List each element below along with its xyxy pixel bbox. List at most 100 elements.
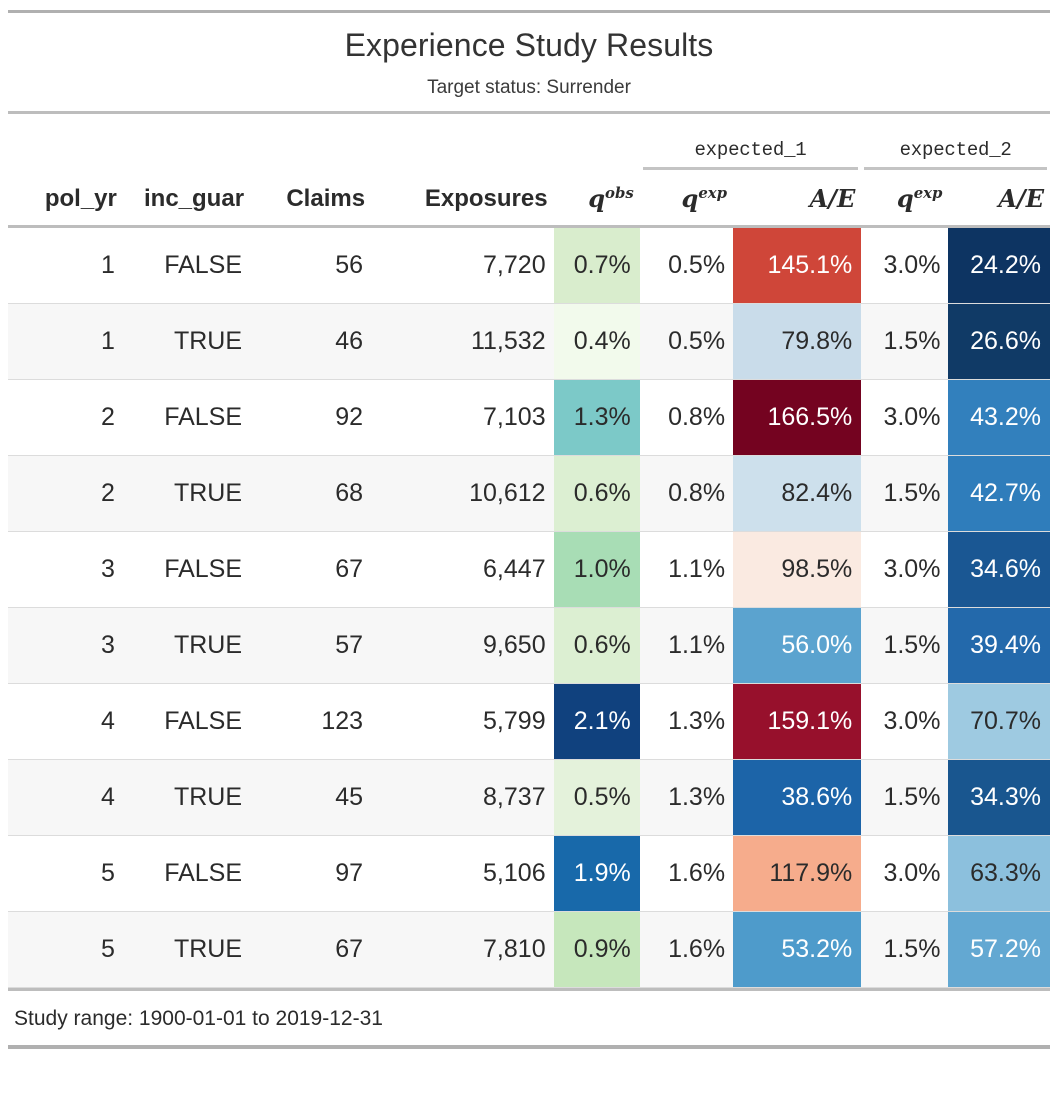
cell-claims: 56 <box>335 251 364 280</box>
column-header-rule <box>8 224 1050 228</box>
column-header-rule-cell <box>8 224 1050 228</box>
cell-inc-guar: FALSE <box>164 707 243 736</box>
cell-q-exp-1: 0.8% <box>668 403 726 432</box>
cell-q-obs: 0.4% <box>553 303 640 381</box>
cell-q-exp-2: 1.5% <box>861 911 949 989</box>
column-header-inc-guar[interactable]: inc_guar <box>144 184 245 212</box>
spanner-empty <box>8 114 640 170</box>
cell-pol-yr: 3 <box>8 607 123 685</box>
q-exp-1-sup: exp <box>698 183 728 202</box>
cell-ae-1: 56.0% <box>733 607 862 685</box>
cell-q-exp-1: 0.5% <box>639 303 734 381</box>
cell-inc-guar: FALSE <box>164 403 243 432</box>
q-obs-sup: obs <box>605 183 634 202</box>
cell-exposures: 5,106 <box>483 859 546 888</box>
cell-ae-1: 98.5% <box>733 531 862 608</box>
heading-bottom-rule <box>8 110 1050 114</box>
table-row: 5 FALSE 97 5,106 1.9% 1.6% 117.9% 3.0% 63.3% <box>8 835 1050 912</box>
cell-ae-1: 38.6% <box>733 759 862 837</box>
spanner-expected-1: expected_1 <box>640 114 862 170</box>
cell-q-obs: 2.1% <box>553 683 640 760</box>
column-header-pol-yr[interactable]: pol_yr <box>44 184 117 212</box>
cell-exposures: 10,612 <box>371 455 554 533</box>
q-obs-base: q <box>588 183 606 213</box>
page-title: Experience Study Results <box>344 27 714 63</box>
cell-ae-1: 145.1% <box>733 227 862 304</box>
table-row: 1 FALSE 56 7,720 0.7% 0.5% 145.1% 3.0% 24.2% <box>8 227 1050 304</box>
cell-pol-yr: 1 <box>100 251 115 280</box>
cell-q-exp-2: 3.0% <box>883 707 941 736</box>
column-header-ae-2[interactable]: A/E <box>998 183 1044 213</box>
cell-inc-guar: TRUE <box>122 759 251 837</box>
cell-inc-guar: TRUE <box>122 911 251 989</box>
table-body: 1 FALSE 56 7,720 0.7% 0.5% 145.1% 3.0% 24.2% 1 TRU… <box>8 227 1050 989</box>
cell-ae-2: 63.3% <box>948 835 1050 912</box>
cell-pol-yr: 5 <box>100 859 115 888</box>
cell-ae-2: 70.7% <box>948 683 1050 760</box>
cell-pol-yr: 2 <box>100 403 115 432</box>
cell-exposures: 11,532 <box>371 303 554 381</box>
cell-ae-2: 39.4% <box>948 607 1050 685</box>
results-table: expected_1 expected_2 pol_yr inc_guar Cl… <box>8 114 1050 989</box>
table-row: 2 FALSE 92 7,103 1.3% 0.8% 166.5% 3.0% 43.2% <box>8 379 1050 456</box>
table-row: 1 TRUE 46 11,532 0.4% 0.5% 79.8% 1.5% 26.6% <box>8 303 1050 381</box>
cell-claims: 45 <box>250 759 372 837</box>
cell-pol-yr: 5 <box>8 911 123 989</box>
cell-claims: 57 <box>250 607 372 685</box>
cell-ae-2: 42.7% <box>948 455 1050 533</box>
cell-q-obs: 0.9% <box>553 911 640 989</box>
cell-ae-2: 43.2% <box>948 379 1050 456</box>
cell-q-exp-2: 1.5% <box>861 607 949 685</box>
column-header-q-exp-2[interactable]: qexp <box>861 170 948 225</box>
spanner-expected-2-label: expected_2 <box>899 138 1012 161</box>
column-header-exposures[interactable]: Exposures <box>424 184 548 212</box>
cell-exposures: 6,447 <box>483 555 546 584</box>
cell-q-exp-2: 1.5% <box>861 759 949 837</box>
cell-claims: 97 <box>335 859 364 888</box>
spanner-row: expected_1 expected_2 <box>8 114 1050 170</box>
table-row: 2 TRUE 68 10,612 0.6% 0.8% 82.4% 1.5% 42.7% <box>8 455 1050 533</box>
spanner-expected-1-underline <box>642 166 859 170</box>
cell-q-exp-2: 1.5% <box>861 455 949 533</box>
cell-q-exp-1: 0.8% <box>639 455 734 533</box>
cell-pol-yr: 1 <box>8 303 123 381</box>
cell-inc-guar: FALSE <box>164 251 243 280</box>
cell-q-exp-1: 1.1% <box>639 607 734 685</box>
cell-claims: 68 <box>250 455 372 533</box>
table-header: expected_1 expected_2 pol_yr inc_guar Cl… <box>8 114 1050 228</box>
cell-q-obs: 1.9% <box>553 835 640 912</box>
q-exp-1-base: q <box>681 183 699 213</box>
cell-q-exp-2: 1.5% <box>861 303 949 381</box>
column-header-q-obs[interactable]: qobs <box>554 170 640 225</box>
cell-claims: 92 <box>335 403 364 432</box>
cell-exposures: 5,799 <box>483 707 546 736</box>
cell-q-obs: 1.3% <box>553 379 640 456</box>
cell-ae-1: 82.4% <box>733 455 862 533</box>
cell-ae-1: 117.9% <box>733 835 862 912</box>
cell-inc-guar: FALSE <box>164 555 243 584</box>
cell-exposures: 7,810 <box>371 911 554 989</box>
cell-q-exp-1: 1.1% <box>668 555 726 584</box>
footer-top-rule <box>8 988 1050 992</box>
cell-q-obs: 0.7% <box>553 227 640 304</box>
column-header-q-exp-1[interactable]: qexp <box>640 170 733 225</box>
cell-q-exp-1: 1.3% <box>668 707 726 736</box>
source-note: Study range: 1900-01-01 to 2019-12-31 <box>14 1007 383 1031</box>
cell-claims: 123 <box>321 707 364 736</box>
table-bottom-rule <box>8 1045 1050 1050</box>
spanner-expected-1-label: expected_1 <box>694 138 807 161</box>
cell-ae-2: 26.6% <box>948 303 1050 381</box>
cell-q-exp-1: 1.6% <box>668 859 726 888</box>
cell-inc-guar: TRUE <box>122 607 251 685</box>
experience-study-table: Experience Study Results Target status: … <box>0 10 1058 1050</box>
cell-claims: 67 <box>335 555 364 584</box>
column-header-claims[interactable]: Claims <box>286 184 366 212</box>
column-header-ae-1[interactable]: A/E <box>809 183 856 213</box>
cell-ae-2: 34.6% <box>948 531 1050 608</box>
cell-q-exp-1: 1.3% <box>639 759 734 837</box>
spanner-expected-2-underline <box>864 166 1047 170</box>
cell-claims: 67 <box>250 911 372 989</box>
cell-q-exp-2: 3.0% <box>883 403 941 432</box>
cell-ae-1: 53.2% <box>733 911 862 989</box>
cell-ae-2: 57.2% <box>948 911 1050 989</box>
